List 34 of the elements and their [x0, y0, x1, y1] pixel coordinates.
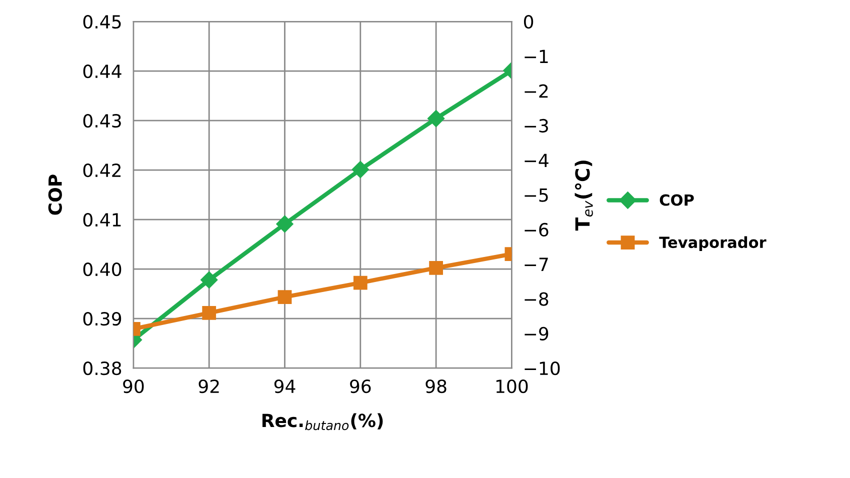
y-tick-label: 0.42	[83, 163, 121, 178]
y-tick-label: 0.44	[83, 64, 122, 78]
y2-tick-label: −3	[524, 118, 548, 133]
x-tick-label: 96	[350, 379, 371, 394]
y-tick-label: 0.43	[83, 114, 121, 128]
y2-tick-label: −2	[524, 84, 548, 98]
y2-tick-label: −6	[524, 222, 548, 237]
y2-tick-label: −10	[524, 362, 560, 376]
x-tick-label: 94	[274, 379, 296, 394]
point	[352, 160, 369, 178]
x-tick-label: 90	[123, 379, 144, 394]
y2-axis-title: T$_{ev}$(℃)	[574, 160, 593, 231]
y2-tick-label: −9	[524, 326, 548, 341]
y-tick-label: 0.41	[83, 213, 121, 227]
x-axis-title: Rec.$_{butano}$(%)	[262, 413, 383, 430]
y2-tick-label: −1	[524, 50, 548, 64]
y-axis-title: COP	[48, 174, 62, 215]
point	[276, 215, 294, 233]
y2-tick-label: −8	[524, 292, 548, 306]
x-tick-label: 98	[426, 379, 446, 394]
point	[278, 290, 292, 304]
y-tick-label: 0.39	[83, 312, 122, 326]
y2-tick-label: 0	[524, 14, 534, 29]
x-tick-label: 100	[496, 379, 528, 394]
legend-label: COP	[660, 194, 694, 206]
y-tick-label: 0.45	[83, 14, 121, 29]
point	[353, 276, 368, 290]
legend-label: Tevaporador	[659, 236, 766, 252]
x-tick-label: 92	[198, 379, 219, 394]
y2-tick-label: −4	[524, 154, 548, 167]
y2-tick-label: −7	[524, 258, 548, 271]
y-tick-label: 0.38	[83, 362, 122, 376]
y-tick-label: 0.40	[83, 262, 122, 276]
y2-tick-label: −5	[524, 188, 548, 202]
